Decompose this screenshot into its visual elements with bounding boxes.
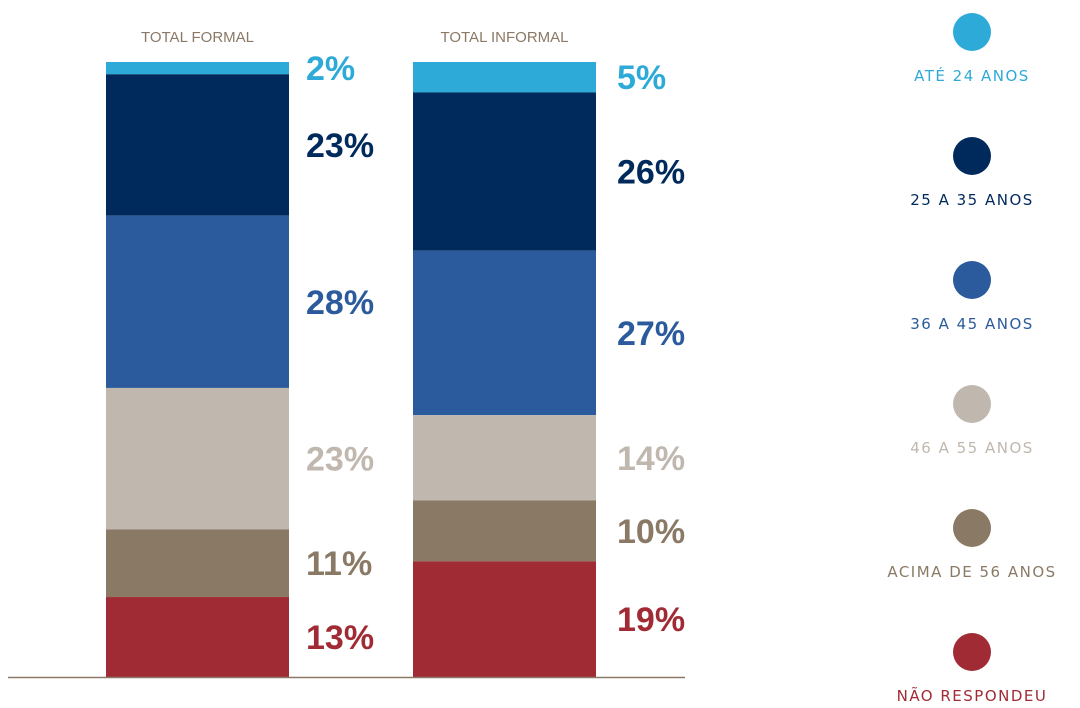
bar-segment-total-informal-ate-24-anos (413, 62, 596, 93)
legend-label: 25 A 35 ANOS (910, 191, 1034, 209)
value-label-total-informal-36-a-45-anos: 27% (617, 315, 685, 353)
bar-segment-total-formal-nao-respondeu (106, 597, 289, 677)
legend-item-25-a-35-anos: 25 A 35 ANOS (910, 137, 1034, 209)
value-label-total-formal-acima-de-56-anos: 11% (306, 545, 372, 583)
legend-swatch (953, 633, 991, 671)
legend-label: ACIMA DE 56 ANOS (887, 563, 1056, 581)
bars-group (106, 62, 596, 677)
value-label-total-formal-36-a-45-anos: 28% (306, 284, 374, 322)
bar-segment-total-informal-acima-de-56-anos (413, 500, 596, 562)
legend-label: 36 A 45 ANOS (910, 315, 1034, 333)
legend-item-acima-de-56-anos: ACIMA DE 56 ANOS (887, 509, 1056, 581)
legend-item-nao-respondeu: NÃO RESPONDEU (897, 633, 1048, 705)
legend-swatch (953, 13, 991, 51)
value-label-total-formal-25-a-35-anos: 23% (306, 127, 374, 165)
category-labels-group: TOTAL FORMAL TOTAL INFORMAL (141, 29, 569, 46)
legend-swatch (953, 261, 991, 299)
category-label-total-formal: TOTAL FORMAL (141, 29, 254, 46)
value-label-total-formal-46-a-55-anos: 23% (306, 441, 374, 479)
legend-swatch (953, 385, 991, 423)
value-label-total-informal-acima-de-56-anos: 10% (617, 513, 685, 551)
legend-label: NÃO RESPONDEU (897, 686, 1048, 705)
value-label-total-formal-nao-respondeu: 13% (306, 619, 374, 657)
legend-label: ATÉ 24 ANOS (914, 66, 1030, 85)
percent-labels-group: 2% 23% 28% 23% 11% 13% 5% 26% 27% 14% 10% 19% (306, 50, 685, 657)
value-label-total-informal-25-a-35-anos: 26% (617, 154, 685, 192)
legend-item-46-a-55-anos: 46 A 55 ANOS (910, 385, 1034, 457)
legend-swatch (953, 509, 991, 547)
legend: ATÉ 24 ANOS 25 A 35 ANOS 36 A 45 ANOS 46 A … (887, 13, 1056, 705)
bar-segment-total-formal-36-a-45-anos (106, 215, 289, 388)
value-label-total-formal-ate-24-anos: 2% (306, 50, 355, 88)
bar-segment-total-formal-ate-24-anos (106, 62, 289, 75)
legend-item-ate-24-anos: ATÉ 24 ANOS (914, 13, 1030, 85)
value-label-total-informal-nao-respondeu: 19% (617, 601, 685, 639)
category-label-total-informal: TOTAL INFORMAL (440, 29, 568, 46)
bar-segment-total-informal-25-a-35-anos (413, 92, 596, 251)
legend-label: 46 A 55 ANOS (910, 439, 1034, 457)
value-label-total-informal-46-a-55-anos: 14% (617, 440, 685, 478)
bar-segment-total-informal-36-a-45-anos (413, 250, 596, 416)
bar-segment-total-formal-46-a-55-anos (106, 387, 289, 530)
legend-swatch (953, 137, 991, 175)
bar-segment-total-formal-25-a-35-anos (106, 74, 289, 216)
bar-segment-total-informal-nao-respondeu (413, 561, 596, 677)
bar-segment-total-formal-acima-de-56-anos (106, 529, 289, 598)
value-label-total-informal-ate-24-anos: 5% (617, 59, 666, 97)
legend-item-36-a-45-anos: 36 A 45 ANOS (910, 261, 1034, 333)
bar-segment-total-informal-46-a-55-anos (413, 415, 596, 501)
